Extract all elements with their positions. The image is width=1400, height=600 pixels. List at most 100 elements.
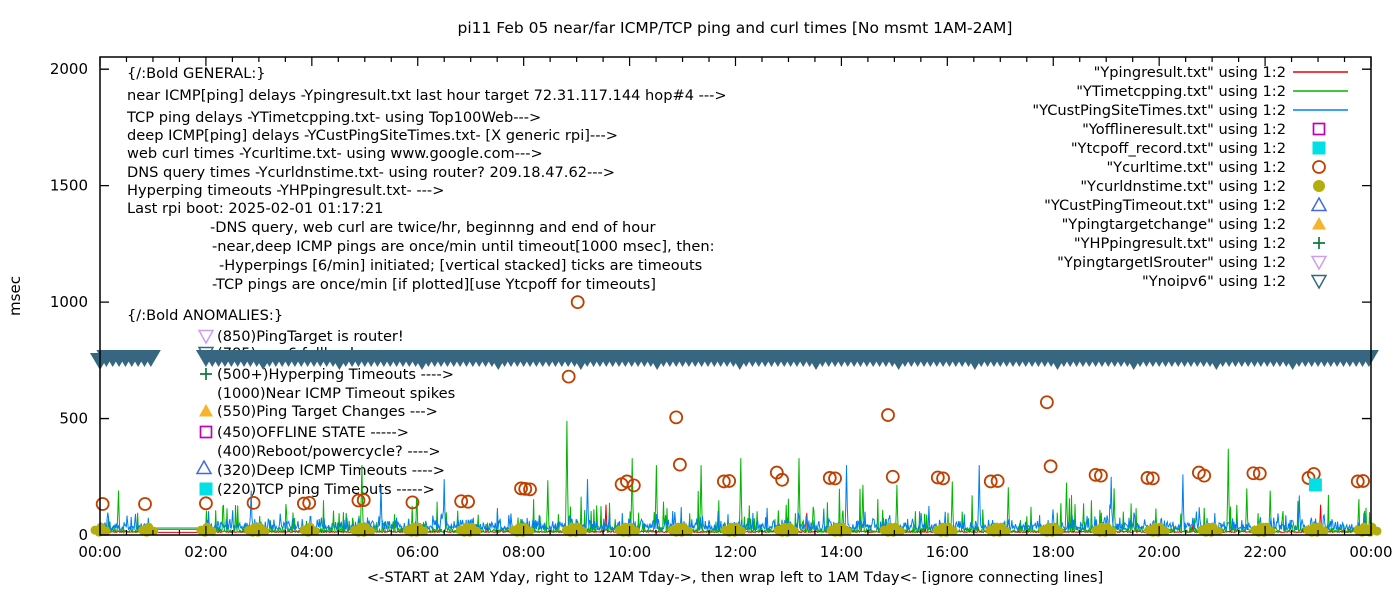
curl-time-point [885,469,900,484]
curl-time-point [523,482,537,497]
annotation-anomaly-line: (220)TCP ping Timeouts -----> [217,481,435,498]
curl-time-point [1039,395,1054,410]
legend-label: "Ypingresult.txt" using 1:2 [1094,64,1286,81]
curl-time-point [356,493,371,507]
curl-time-point [722,474,737,488]
x-tick-label: 02:00 [184,543,227,561]
curl-time-point [930,470,945,485]
legend-label: "Ytcpoff_record.txt" using 1:2 [1071,140,1286,157]
dns-time-point [1372,526,1382,536]
curl-time-point [1350,474,1365,489]
dns-time-point [1107,526,1117,536]
dns-time-point [207,526,217,536]
legend-label: "Ypingtargetchange" using 1:2 [1062,216,1286,233]
curl-time-point [1356,474,1370,488]
curl-time-point [1140,471,1155,485]
curl-time-point [1197,468,1212,483]
legend-label: "YpingtargetISrouter" using 1:2 [1057,254,1286,271]
annotation-marker-tri-down-open [197,329,215,345]
curl-time-point [1088,468,1103,482]
annotation-general-line: Last rpi boot: 2025-02-01 01:17:21 [127,200,383,217]
curl-time-point [296,496,311,511]
annotation-marker-square-fill [199,482,213,496]
dns-time-point [1160,526,1170,536]
annotation-anomaly-line: (550)Ping Target Changes ---> [217,403,438,420]
curl-time-point [518,481,533,496]
noipv6-band [205,350,1372,362]
legend-marker-square-fill [1312,141,1326,155]
legend-label: "YCustPingSiteTimes.txt" using 1:2 [1032,102,1286,119]
legend-marker-circle-open [1312,160,1326,174]
annotation-anomaly-line: (320)Deep ICMP Timeouts ----> [217,462,445,479]
legend-label: "Ycurltime.txt" using 1:2 [1106,159,1286,176]
legend-marker-tri-down-open [1310,274,1328,290]
curl-time-point [1094,468,1108,483]
x-tick-label: 00:00 [78,543,121,561]
curl-time-point [775,472,790,487]
curl-time-point [626,478,641,493]
x-tick-label: 06:00 [396,543,439,561]
dns-time-point [789,526,799,536]
curl-time-point [95,497,110,511]
curl-time-point [199,496,213,511]
curl-time-point [669,410,684,425]
annotation-marker-square-open [199,425,213,439]
y-tick-label: 1500 [50,177,88,195]
dns-time-point [419,526,429,536]
curl-time-point [570,295,585,310]
legend-marker-tri-up-fill [1312,217,1326,230]
dns-time-point [260,526,270,536]
x-tick-label: 10:00 [608,543,651,561]
curl-time-point [936,471,950,486]
annotation-anomaly-line: {/:Bold ANOMALIES:} [127,307,283,324]
annotation-general-line: DNS query times -Ycurldnstime.txt- using… [127,164,615,181]
dns-time-point [101,526,111,536]
annotation-marker-plus [200,368,212,380]
curl-time-point [828,471,842,486]
x-tick-label: 12:00 [714,543,757,561]
curl-time-point [881,408,895,422]
legend-label: "YCustPingTimeout.txt" using 1:2 [1044,197,1286,214]
dns-time-point [684,526,694,536]
annotation-general-line: TCP ping delays -YTimetcpping.txt- using… [126,109,541,126]
dns-time-point [895,526,905,536]
annotation-anomaly-line: (500+)Hyperping Timeouts ----> [217,366,454,383]
chart-title: pi11 Feb 05 near/far ICMP/TCP ping and c… [458,19,1013,37]
dns-time-point [578,526,588,536]
annotation-general-line: {/:Bold GENERAL:} [127,65,266,82]
curl-time-point [716,474,731,489]
curl-time-point [461,494,475,509]
annotation-anomaly-line: (850)PingTarget is router! [217,328,404,345]
dns-time-point [1266,526,1276,536]
y-tick-label: 1000 [50,293,88,311]
plot-body: {/:Bold GENERAL:} near ICMP[ping] delays … [50,56,1393,561]
curl-time-point [1252,466,1267,481]
annotation-general-line: -DNS query, web curl are twice/hr, begin… [210,219,655,236]
curl-time-point [561,369,576,384]
curl-time-point [405,495,420,510]
legend-label: "Yofflineresult.txt" using 1:2 [1082,121,1286,138]
curl-time-point [138,497,152,511]
curl-time-point [822,471,837,485]
dns-time-point [737,526,746,536]
annotation-general-line: -TCP pings are once/min [if plotted][use… [212,276,656,293]
dns-time-point [1319,526,1329,536]
legend-label: "YTimetcpping.txt" using 1:2 [1076,83,1286,100]
dns-time-point [525,526,535,536]
dns-time-point [149,526,159,536]
annotation-general-line: -Hyperpings [6/min] initiated; [vertical… [219,257,702,274]
dns-time-point [472,526,482,536]
annotation-anomaly-line: (1000)Near ICMP Timeout spikes [217,385,455,402]
legend-marker-square-open [1312,122,1326,136]
dns-time-point [631,526,641,536]
legend-label: "Ynoipv6" using 1:2 [1142,273,1286,290]
dns-time-point [366,526,376,536]
dns-time-point [842,526,852,536]
y-tick-label: 2000 [50,60,88,78]
y-tick-label: 0 [78,526,88,544]
dns-time-point [310,526,320,536]
dns-time-point [1213,526,1223,536]
y-tick-label: 500 [59,410,88,428]
